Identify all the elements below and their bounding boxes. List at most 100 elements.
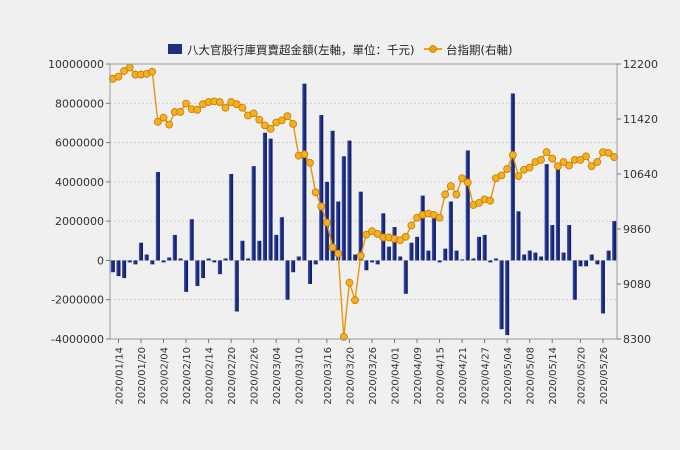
bar <box>257 240 262 261</box>
bar <box>409 242 414 261</box>
legend: 八大官股行庫買賣超金額(左軸，單位：千元) 台指期(右軸) <box>168 43 512 57</box>
bar <box>488 260 493 263</box>
line-point <box>306 158 314 167</box>
bar <box>262 132 267 261</box>
line-point <box>542 148 551 157</box>
bar <box>195 260 200 286</box>
line-series <box>108 63 619 341</box>
line-point <box>232 100 241 109</box>
line-point <box>215 98 224 106</box>
line-point <box>266 124 275 133</box>
x-tick-label: 2020/03/20 <box>345 347 356 405</box>
bar <box>516 211 521 261</box>
x-tick-label: 2020/05/26 <box>599 347 610 405</box>
bar <box>279 217 284 261</box>
line-point <box>221 103 230 112</box>
line-point <box>407 221 416 230</box>
bar <box>347 140 352 261</box>
line-point <box>452 190 461 199</box>
x-tick-label: 2020/03/26 <box>368 347 379 405</box>
line-point <box>463 178 472 187</box>
bar <box>358 191 363 261</box>
line-point <box>435 213 444 222</box>
line-point <box>497 171 506 180</box>
line-point <box>458 174 466 183</box>
line-point <box>396 236 405 245</box>
bar <box>144 254 149 261</box>
line-point <box>317 202 326 211</box>
bar <box>398 256 403 261</box>
bar <box>364 260 369 271</box>
line-point <box>508 151 517 159</box>
x-tick-label: 2020/04/21 <box>458 347 469 405</box>
bar <box>353 254 358 261</box>
y-left-tick-label: -4000000 <box>51 333 104 346</box>
bar <box>471 258 476 261</box>
bar <box>212 260 217 263</box>
bar <box>448 201 453 261</box>
bar <box>161 260 166 263</box>
line-point <box>475 199 483 207</box>
y-right-tick-label: 12200 <box>623 58 658 71</box>
bar <box>460 259 465 261</box>
line-point <box>334 249 343 258</box>
bar <box>465 150 470 261</box>
bar <box>505 260 510 336</box>
line-point <box>576 155 585 164</box>
bar <box>600 260 605 314</box>
bar <box>138 242 144 261</box>
y-right-tick-label: 9860 <box>623 223 651 236</box>
legend-swatch-bar <box>168 44 182 54</box>
y-left-tick-label: 10000000 <box>48 58 104 71</box>
bar <box>167 257 172 261</box>
x-tick-label: 2020/04/01 <box>390 347 401 405</box>
line-point <box>548 154 557 163</box>
bar <box>184 260 189 292</box>
bar <box>291 260 296 273</box>
bar <box>229 174 234 261</box>
line-point <box>255 115 264 124</box>
bar <box>437 260 442 263</box>
bar <box>189 219 194 261</box>
bar <box>133 260 138 265</box>
legend-swatch-marker <box>429 45 437 53</box>
line-point <box>553 162 562 171</box>
bar <box>336 201 341 261</box>
bar <box>155 172 160 261</box>
x-tick-label: 2020/05/04 <box>503 347 514 405</box>
bar <box>476 236 482 261</box>
bar <box>178 258 183 261</box>
y-right-tick-label: 9080 <box>623 278 651 291</box>
line-point <box>401 232 410 241</box>
bar <box>403 260 408 294</box>
line-point <box>289 120 297 128</box>
y-right-tick-label: 10640 <box>623 168 658 181</box>
bar <box>493 258 498 261</box>
line-point <box>514 172 523 181</box>
bar <box>595 260 600 265</box>
bar <box>206 258 211 261</box>
bar <box>420 195 425 261</box>
line-point <box>582 152 590 161</box>
line-point <box>441 190 450 199</box>
line-point <box>322 218 331 227</box>
line-point <box>593 158 602 166</box>
bar <box>606 250 611 261</box>
line-point <box>373 230 382 238</box>
y-left-tick-label: -2000000 <box>51 294 104 307</box>
bar <box>268 138 273 261</box>
bar <box>589 254 594 261</box>
bar <box>522 254 527 261</box>
bar <box>116 260 121 277</box>
bar <box>200 260 205 279</box>
bar <box>583 260 589 267</box>
bar <box>426 250 431 261</box>
line-point <box>182 99 190 108</box>
line-point <box>610 153 619 161</box>
x-tick-label: 2020/03/16 <box>323 347 334 405</box>
bar <box>223 258 228 261</box>
x-tick-label: 2020/02/04 <box>160 347 171 405</box>
line-point <box>503 165 512 173</box>
bar <box>234 260 239 312</box>
